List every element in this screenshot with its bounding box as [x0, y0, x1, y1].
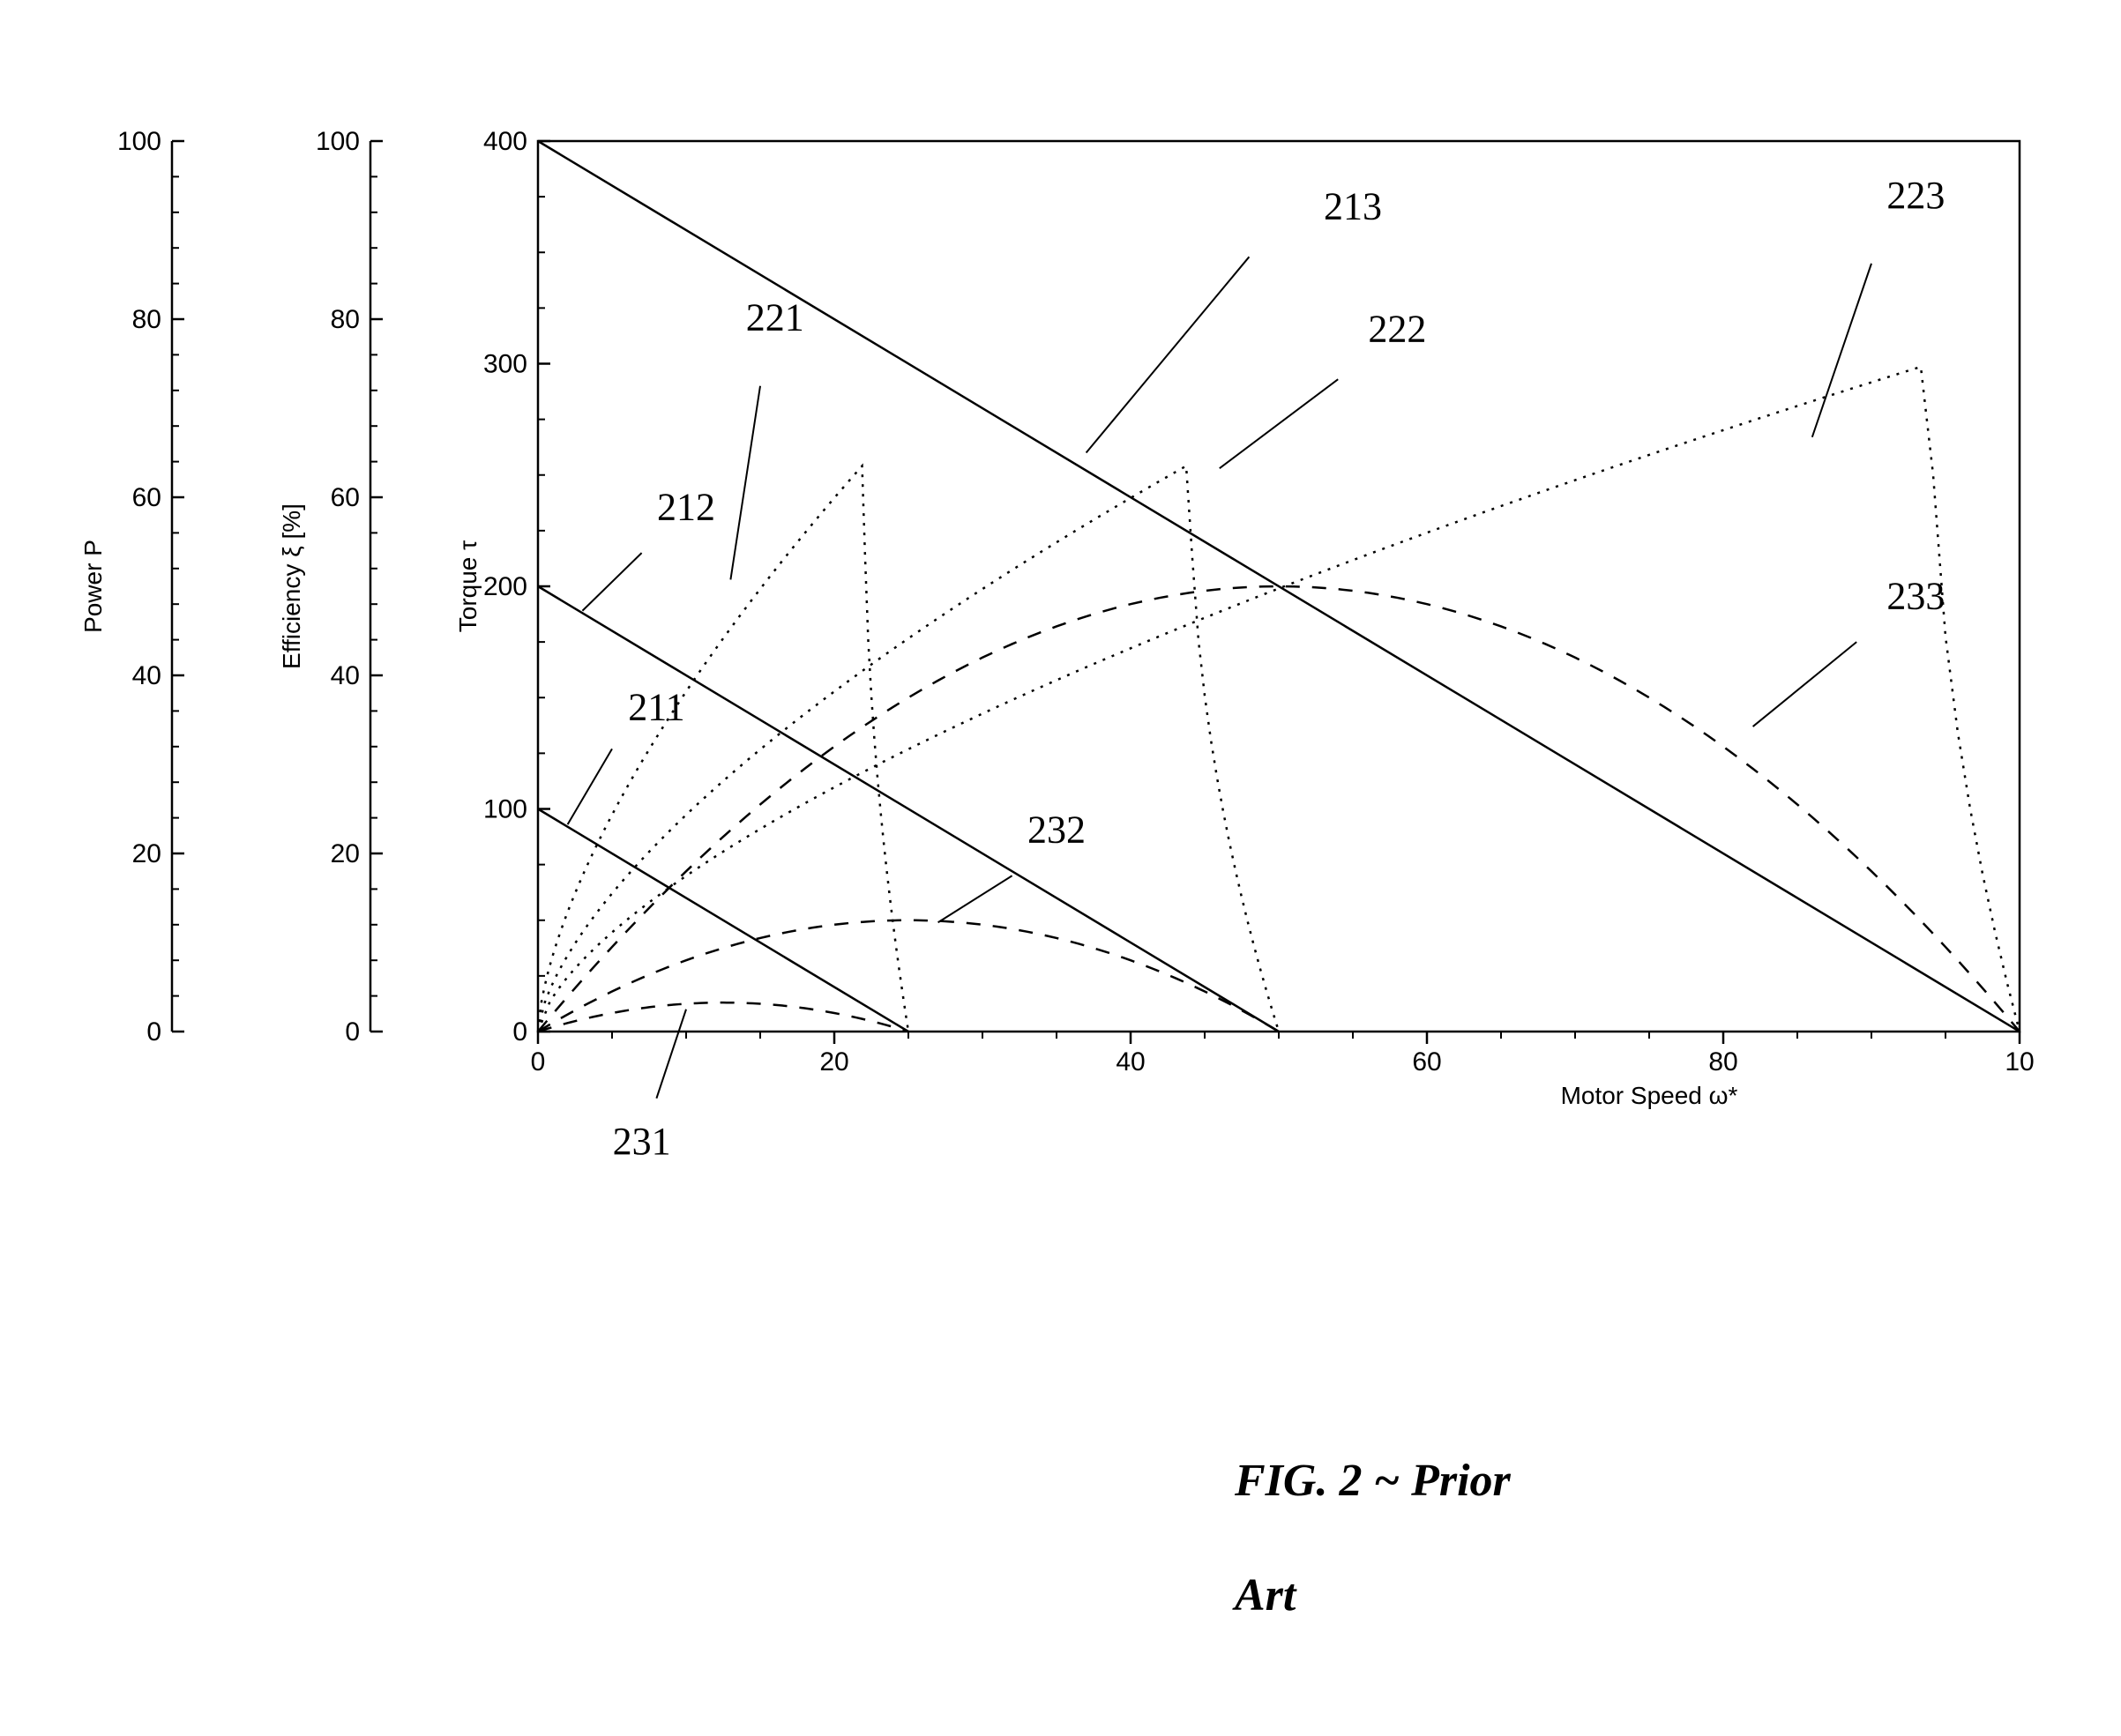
svg-text:223: 223: [1886, 174, 1945, 217]
svg-text:80: 80: [132, 305, 161, 334]
svg-text:Torque τ: Torque τ: [454, 540, 482, 632]
svg-text:60: 60: [1412, 1047, 1441, 1077]
svg-text:40: 40: [1116, 1047, 1145, 1077]
svg-text:0: 0: [512, 1017, 527, 1047]
figure-caption-line2: Art: [1235, 1569, 1296, 1621]
svg-text:20: 20: [819, 1047, 848, 1077]
svg-text:212: 212: [657, 485, 715, 528]
svg-text:231: 231: [613, 1120, 671, 1163]
svg-text:80: 80: [331, 305, 360, 334]
svg-text:100: 100: [483, 795, 527, 824]
svg-text:Power P: Power P: [79, 540, 107, 633]
svg-text:233: 233: [1886, 574, 1945, 617]
svg-text:232: 232: [1027, 808, 1086, 851]
svg-text:60: 60: [331, 483, 360, 512]
figure-caption-line1: FIG. 2 ~ Prior: [1235, 1455, 1511, 1507]
svg-text:100: 100: [117, 127, 161, 156]
svg-text:60: 60: [132, 483, 161, 512]
svg-text:40: 40: [132, 661, 161, 690]
svg-text:80: 80: [1708, 1047, 1737, 1077]
svg-text:10: 10: [2005, 1047, 2034, 1077]
svg-text:0: 0: [146, 1017, 161, 1047]
svg-text:20: 20: [132, 839, 161, 868]
svg-text:400: 400: [483, 127, 527, 156]
svg-text:100: 100: [316, 127, 360, 156]
svg-text:300: 300: [483, 350, 527, 379]
figure-container: 020406080100Power P020406080100Efficienc…: [35, 35, 2086, 1701]
svg-text:0: 0: [345, 1017, 360, 1047]
svg-text:40: 40: [331, 661, 360, 690]
svg-text:221: 221: [746, 296, 804, 339]
svg-text:222: 222: [1368, 307, 1426, 350]
chart-svg: 020406080100Power P020406080100Efficienc…: [35, 35, 2086, 1358]
svg-text:213: 213: [1324, 184, 1382, 227]
svg-text:20: 20: [331, 839, 360, 868]
svg-text:Motor Speed ω*: Motor Speed ω*: [1561, 1082, 1738, 1109]
svg-text:Efficiency ξ [%]: Efficiency ξ [%]: [278, 503, 305, 669]
svg-text:200: 200: [483, 572, 527, 601]
svg-text:0: 0: [531, 1047, 546, 1077]
svg-text:211: 211: [628, 686, 684, 729]
